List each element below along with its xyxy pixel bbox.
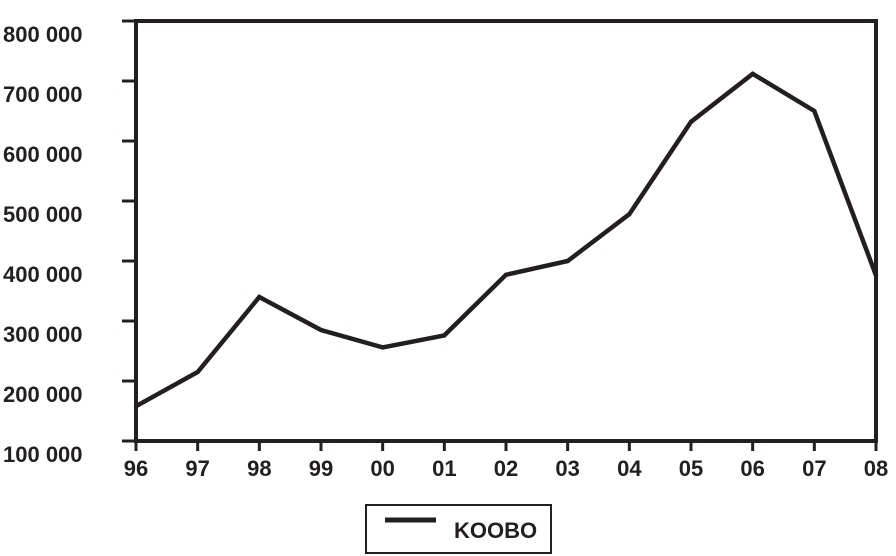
x-tick-label: 05 bbox=[679, 456, 703, 481]
y-tick-label: 400 000 bbox=[3, 262, 83, 287]
x-tick-label: 04 bbox=[617, 456, 642, 481]
series-layer bbox=[133, 71, 879, 409]
x-tick-label: 06 bbox=[740, 456, 764, 481]
x-tick-label: 99 bbox=[309, 456, 333, 481]
data-point bbox=[318, 327, 324, 333]
legend: KOOBO bbox=[365, 504, 552, 554]
series-line-koobo bbox=[134, 71, 879, 409]
data-point bbox=[257, 294, 262, 300]
y-tick-label: 300 000 bbox=[3, 322, 83, 347]
x-tick-label: 98 bbox=[247, 456, 271, 481]
data-point bbox=[503, 272, 509, 277]
data-point bbox=[195, 369, 200, 375]
y-tick-label: 600 000 bbox=[3, 142, 83, 167]
y-tick-label: 500 000 bbox=[3, 202, 83, 227]
y-tick-label: 700 000 bbox=[3, 82, 83, 107]
y-tick-label: 200 000 bbox=[3, 382, 83, 407]
x-tick-label: 07 bbox=[802, 456, 826, 481]
y-axis: 100 000 200 000 300 000 400 000 500 000 600 0… bbox=[3, 19, 136, 467]
x-tick-label: 00 bbox=[370, 456, 394, 481]
data-point bbox=[565, 258, 570, 264]
y-tick-label: 800 000 bbox=[3, 22, 83, 47]
data-point bbox=[442, 333, 447, 338]
x-tick-label: 03 bbox=[555, 456, 579, 481]
x-tick-label: 02 bbox=[494, 456, 518, 481]
data-point bbox=[873, 273, 879, 278]
data-point bbox=[380, 345, 385, 350]
data-point bbox=[812, 108, 817, 114]
x-tick-label: 96 bbox=[124, 456, 148, 481]
data-point bbox=[750, 71, 755, 77]
legend-box bbox=[365, 504, 552, 554]
x-tick-label: 97 bbox=[185, 456, 209, 481]
data-point bbox=[688, 119, 694, 125]
legend-label-koobo: KOOBO bbox=[454, 518, 537, 543]
data-point bbox=[133, 404, 139, 409]
x-tick-label: 08 bbox=[864, 456, 888, 481]
data-point bbox=[627, 212, 632, 217]
y-tick-label: 100 000 bbox=[3, 442, 83, 467]
x-tick-label: 01 bbox=[432, 456, 456, 481]
x-axis: 96 97 98 99 00 01 02 03 04 05 06 07 08 bbox=[124, 441, 888, 481]
plot-frame bbox=[134, 19, 878, 443]
